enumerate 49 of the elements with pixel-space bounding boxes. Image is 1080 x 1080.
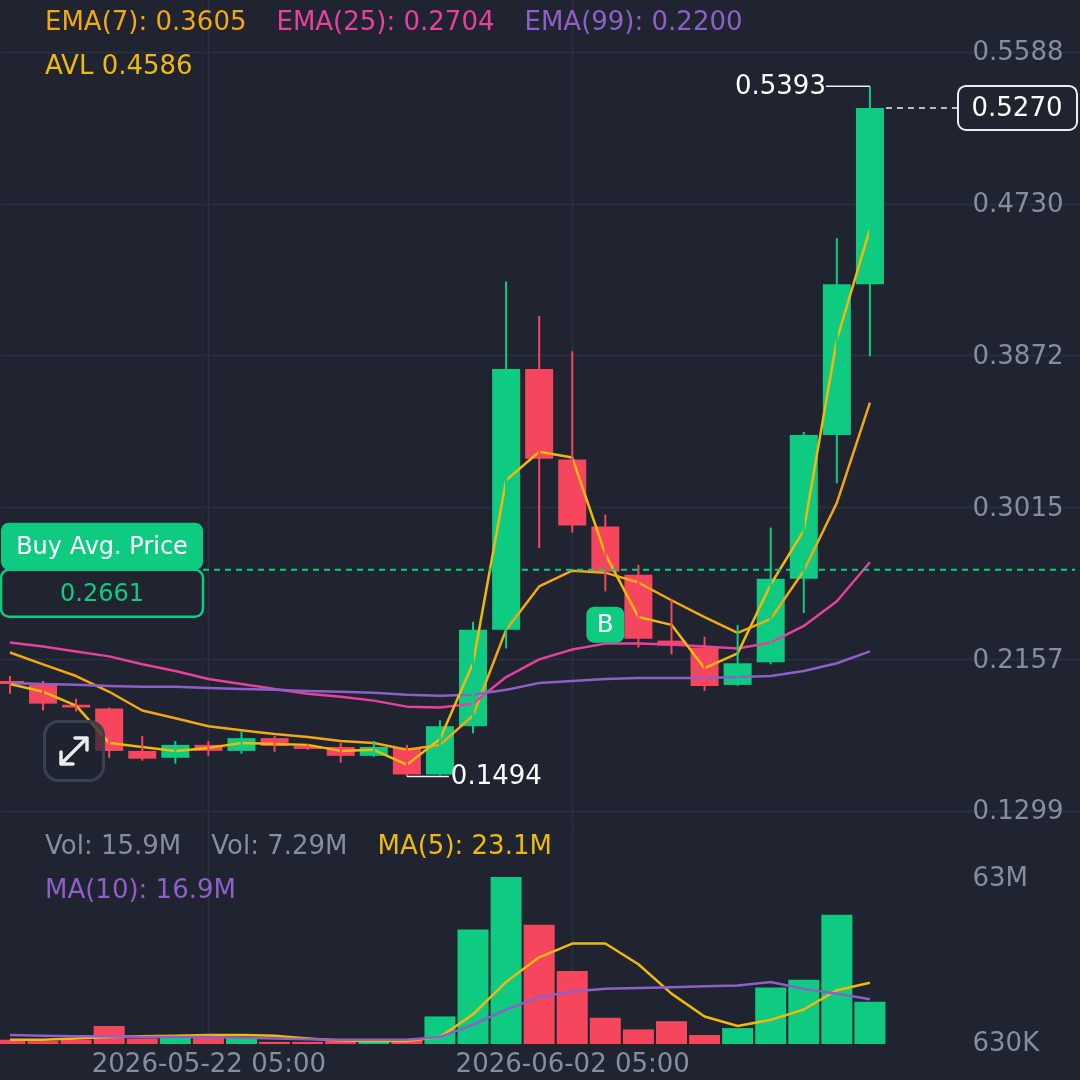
text: EMA(25): 0.2704 bbox=[276, 6, 495, 36]
bar bbox=[689, 1034, 721, 1044]
bar bbox=[655, 1021, 687, 1044]
y-tick-label: 0.4730 bbox=[972, 188, 1064, 219]
bar bbox=[126, 1038, 158, 1044]
annotation: Vol: 7.29M bbox=[211, 830, 348, 860]
bar bbox=[60, 1039, 92, 1044]
bar bbox=[556, 971, 588, 1044]
bar bbox=[259, 1041, 291, 1044]
bar bbox=[358, 1041, 390, 1044]
bar bbox=[622, 1029, 654, 1044]
bar bbox=[523, 924, 555, 1044]
bar bbox=[755, 987, 787, 1044]
candlestick bbox=[62, 697, 91, 713]
bar bbox=[854, 1001, 886, 1044]
text: EMA(99): 0.2200 bbox=[524, 6, 743, 36]
y-tick-label: 630K bbox=[972, 1026, 1041, 1057]
bar bbox=[821, 914, 853, 1044]
y-tick-label: 0.2157 bbox=[972, 643, 1064, 674]
line-series bbox=[8, 401, 872, 752]
annotation: B bbox=[597, 609, 614, 638]
annotation: 0.2661 bbox=[60, 578, 144, 607]
bar bbox=[788, 979, 820, 1044]
annotation: 0.1494 bbox=[450, 760, 542, 791]
y-tick-label: 0.5588 bbox=[972, 36, 1064, 67]
line-series bbox=[8, 560, 872, 709]
bar bbox=[292, 1041, 324, 1044]
x-tick-label: 2026-05-22 05:00 bbox=[91, 1047, 327, 1078]
y-tick-label: 0.3872 bbox=[972, 339, 1064, 370]
candlestick bbox=[525, 314, 554, 550]
text: EMA(7): 0.3605 bbox=[45, 6, 247, 36]
ref-line-label: 0.5270 bbox=[971, 91, 1063, 122]
line-series bbox=[8, 980, 872, 1042]
bar bbox=[589, 1017, 621, 1044]
y-tick-label: 0.3015 bbox=[972, 491, 1064, 522]
y-tick-label: 63M bbox=[972, 861, 1029, 892]
bar bbox=[490, 877, 522, 1044]
candlestick bbox=[128, 735, 157, 762]
text: MA(5): 23.1M bbox=[377, 830, 552, 860]
text: AVL 0.4586 bbox=[45, 50, 193, 80]
ref-line-label: Buy Avg. Price bbox=[16, 531, 188, 560]
annotation: Vol: 15.9M bbox=[45, 830, 182, 860]
candlestick bbox=[855, 85, 884, 358]
bar bbox=[457, 929, 489, 1044]
y-tick-label: 0.1299 bbox=[972, 795, 1064, 826]
x-tick-label: 2026-06-02 05:00 bbox=[455, 1047, 690, 1078]
text: MA(10): 16.9M bbox=[45, 874, 236, 904]
bar bbox=[722, 1028, 754, 1044]
annotation: 0.5393 bbox=[734, 70, 826, 101]
